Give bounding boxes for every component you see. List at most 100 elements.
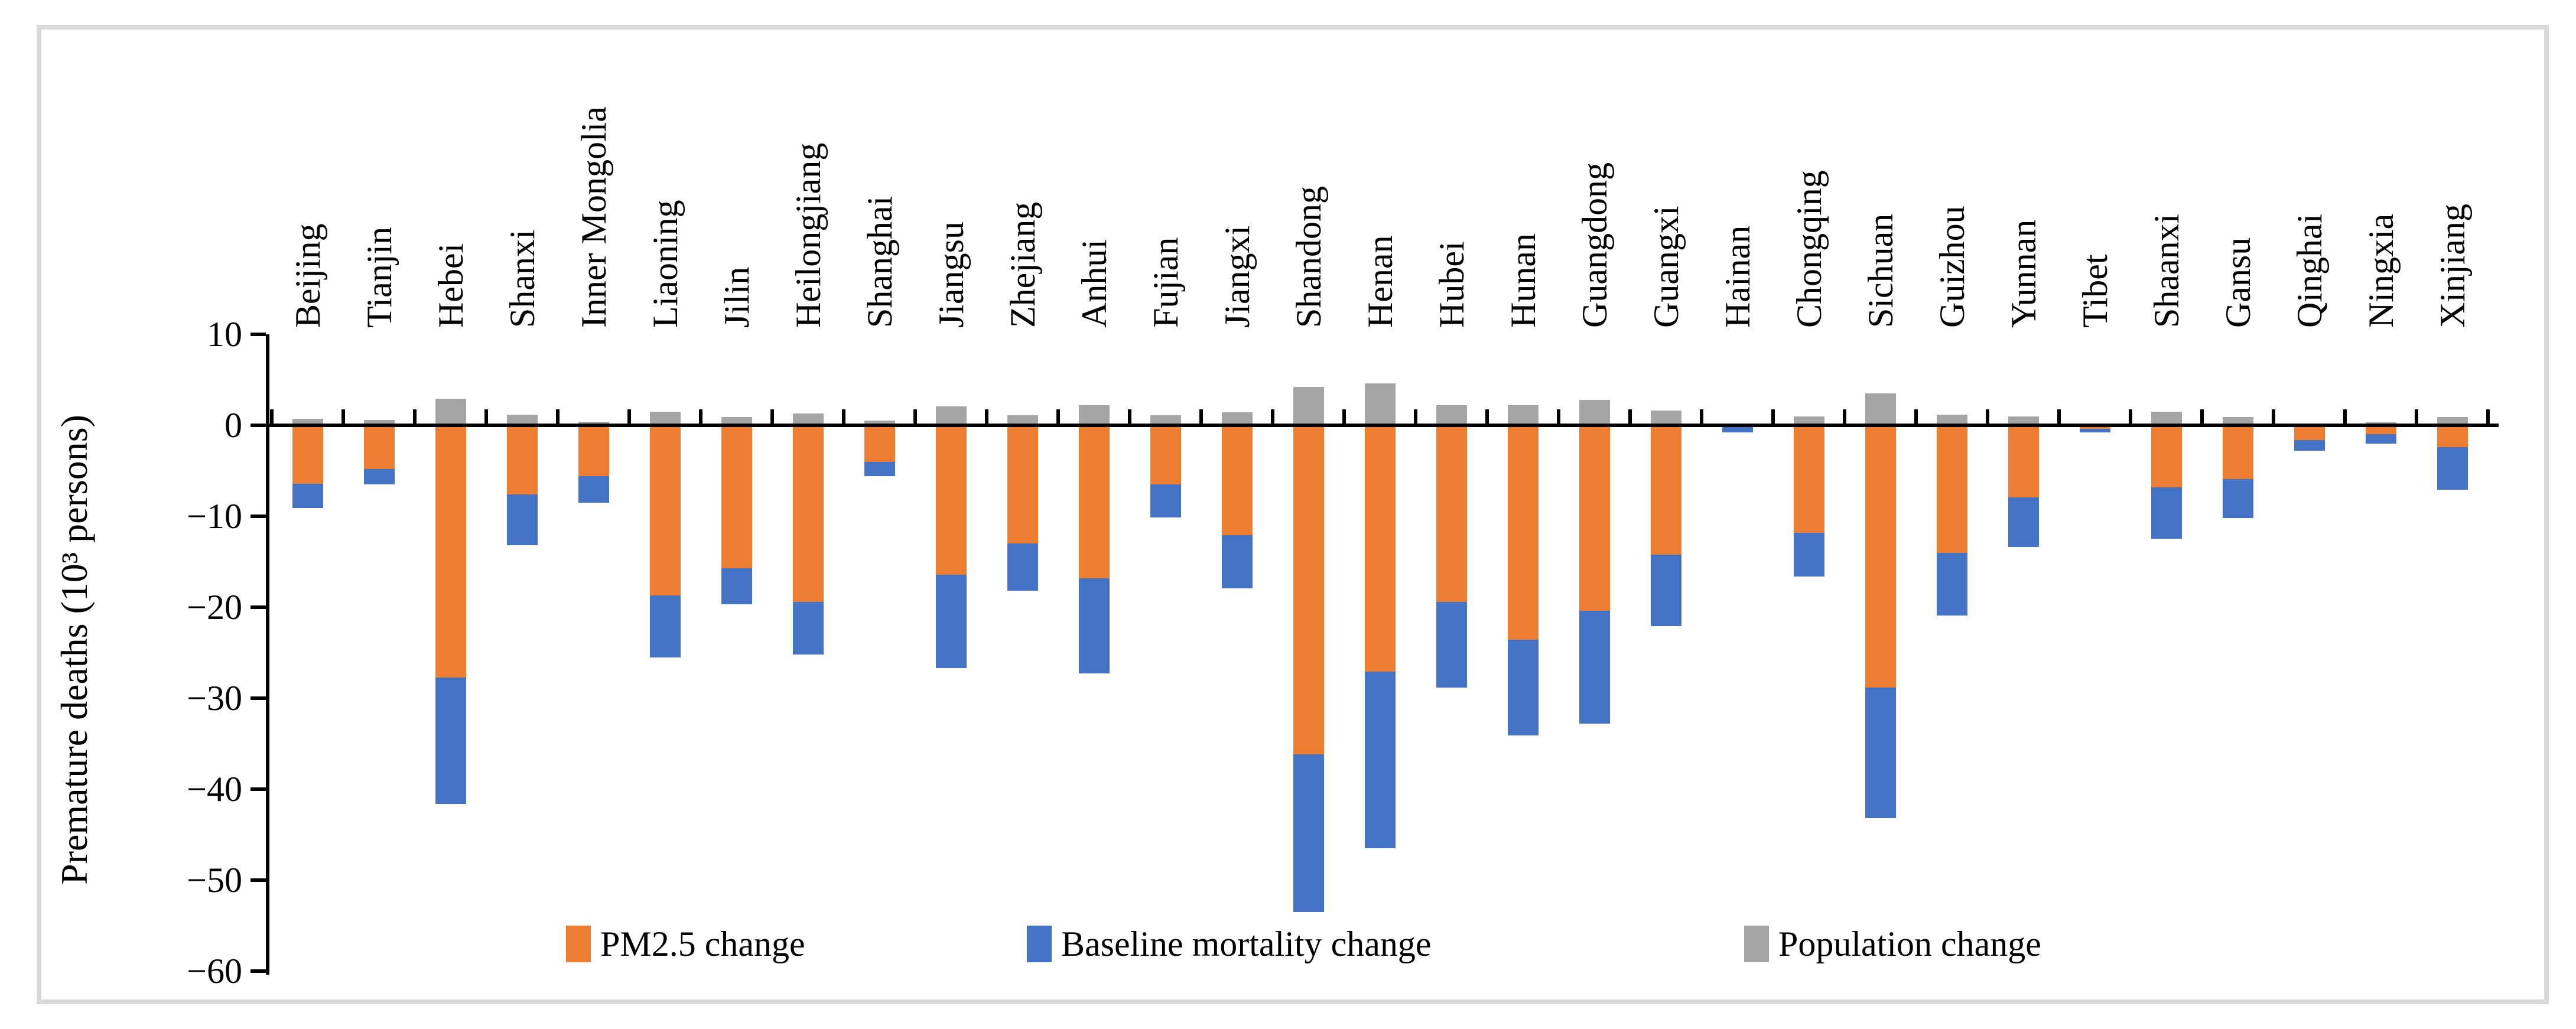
category-label-tibet: Tibet: [2075, 254, 2115, 328]
x-axis-tick: [1128, 409, 1131, 424]
bar-Liaoning-pm2.5: [649, 425, 681, 595]
category-label-guangxi: Guangxi: [1646, 206, 1686, 328]
x-axis-tick: [1342, 409, 1346, 424]
bar-Zhejiang-population: [1007, 415, 1038, 425]
bar-Anhui-population: [1078, 405, 1110, 425]
y-tick-label: −30: [187, 679, 242, 718]
bar-Shanghai-pm2.5: [864, 425, 895, 462]
bar-Heilongjiang-baseline: [792, 601, 824, 655]
bar-Guangxi-baseline: [1650, 554, 1681, 627]
bar-Shandong-baseline: [1293, 754, 1324, 912]
x-axis-zero-line: [266, 424, 2499, 427]
legend-label: Population change: [1778, 924, 2041, 963]
y-axis-tick: [251, 696, 266, 700]
x-axis-tick: [270, 409, 274, 424]
bar-Yunnan-pm2.5: [2008, 425, 2039, 497]
bar-Tibet-baseline: [2079, 429, 2110, 433]
bar-Shaanxi-baseline: [2151, 487, 2182, 539]
category-label-jiangsu: Jiangsu: [931, 222, 971, 328]
bar-Guangdong-population: [1579, 399, 1610, 425]
y-axis-tick: [251, 787, 266, 791]
bar-Jiangxi-pm2.5: [1221, 425, 1253, 536]
bar-Inner Mongolia-pm2.5: [578, 425, 609, 477]
category-label-liaoning: Liaoning: [645, 200, 685, 328]
bar-Hubei-population: [1436, 405, 1467, 425]
bar-Heilongjiang-pm2.5: [792, 425, 824, 602]
bar-Tianjin-pm2.5: [363, 425, 395, 469]
bar-Inner Mongolia-baseline: [578, 476, 609, 503]
bar-Shanghai-baseline: [864, 461, 895, 477]
category-label-gansu: Gansu: [2218, 237, 2258, 328]
x-axis-tick: [1628, 409, 1632, 424]
category-label-hainan: Hainan: [1718, 225, 1757, 328]
y-axis-title: Premature deaths (10³ persons): [53, 415, 95, 885]
bar-Chongqing-population: [1793, 416, 1824, 425]
category-label-xinjiang: Xinjiang: [2432, 204, 2472, 328]
x-axis-tick: [1056, 409, 1060, 424]
bar-Chongqing-baseline: [1793, 532, 1824, 577]
x-axis-tick: [1271, 409, 1274, 424]
bar-Tianjin-baseline: [363, 468, 395, 485]
y-tick-label: −20: [187, 588, 242, 627]
category-label-beijing: Beijing: [288, 223, 327, 328]
bar-Guangdong-pm2.5: [1579, 425, 1610, 611]
bar-Henan-population: [1364, 383, 1396, 425]
bar-Jilin-population: [721, 417, 752, 425]
y-tick-label: −50: [187, 861, 242, 900]
bar-Shanghai-population: [864, 421, 895, 425]
y-axis-tick: [251, 969, 266, 973]
x-axis-tick: [2343, 409, 2347, 424]
bar-Xinjiang-baseline: [2437, 447, 2468, 490]
bar-Guangdong-baseline: [1579, 611, 1610, 724]
legend-item-baseline-mortality-change: Baseline mortality change: [1027, 919, 1431, 969]
category-label-sichuan: Sichuan: [1861, 213, 1900, 328]
bar-Shandong-pm2.5: [1293, 425, 1324, 755]
bar-Sichuan-baseline: [1865, 687, 1896, 819]
x-axis-tick: [699, 409, 702, 424]
bar-Zhejiang-baseline: [1007, 543, 1038, 591]
x-axis-tick: [1199, 409, 1203, 424]
x-axis-tick: [2057, 409, 2061, 424]
category-label-anhui: Anhui: [1074, 239, 1114, 328]
y-tick-label: 10: [207, 315, 242, 354]
x-axis-tick: [842, 409, 845, 424]
category-label-guangdong: Guangdong: [1575, 162, 1614, 328]
bar-Hebei-population: [435, 399, 466, 425]
bar-Jiangxi-baseline: [1221, 535, 1253, 588]
legend-swatch-icon: [1027, 926, 1052, 962]
x-axis-tick: [1485, 409, 1489, 424]
bar-Fujian-pm2.5: [1150, 425, 1181, 485]
category-label-shanxi: Shanxi: [502, 229, 542, 328]
bar-Shandong-population: [1293, 387, 1324, 425]
x-axis-tick: [913, 409, 917, 424]
legend-item-pm2-5-change: PM2.5 change: [566, 919, 805, 969]
x-axis-tick: [413, 409, 417, 424]
x-axis-tick: [2486, 409, 2490, 424]
category-label-yunnan: Yunnan: [2003, 219, 2043, 328]
category-label-inner-mongolia: Inner Mongolia: [574, 106, 613, 328]
bar-Jiangsu-population: [935, 406, 967, 425]
bar-Chongqing-pm2.5: [1793, 425, 1824, 533]
bar-Gansu-baseline: [2222, 478, 2253, 519]
bar-Beijing-population: [292, 419, 323, 425]
category-label-shandong: Shandong: [1289, 186, 1328, 328]
category-label-shaanxi: Shaanxi: [2146, 213, 2186, 328]
bar-Jiangxi-population: [1221, 412, 1253, 425]
bar-Guangxi-population: [1650, 411, 1681, 425]
bar-Jiangsu-baseline: [935, 574, 967, 669]
bar-Shaanxi-population: [2151, 411, 2182, 425]
category-label-hunan: Hunan: [1503, 233, 1543, 328]
category-label-jilin: Jilin: [717, 266, 756, 328]
category-label-henan: Henan: [1360, 235, 1400, 328]
legend-item-population-change: Population change: [1744, 919, 2041, 969]
bar-Gansu-population: [2222, 417, 2253, 425]
x-axis-tick: [1843, 409, 1846, 424]
category-label-tianjin: Tianjin: [359, 226, 399, 328]
bar-Inner Mongolia-population: [578, 421, 609, 425]
bar-Anhui-baseline: [1078, 578, 1110, 674]
bar-Jiangsu-pm2.5: [935, 425, 967, 575]
bar-Liaoning-baseline: [649, 595, 681, 657]
bar-Qinghai-pm2.5: [2294, 425, 2325, 440]
bar-Guizhou-pm2.5: [1936, 425, 1967, 553]
category-label-fujian: Fujian: [1146, 237, 1185, 328]
